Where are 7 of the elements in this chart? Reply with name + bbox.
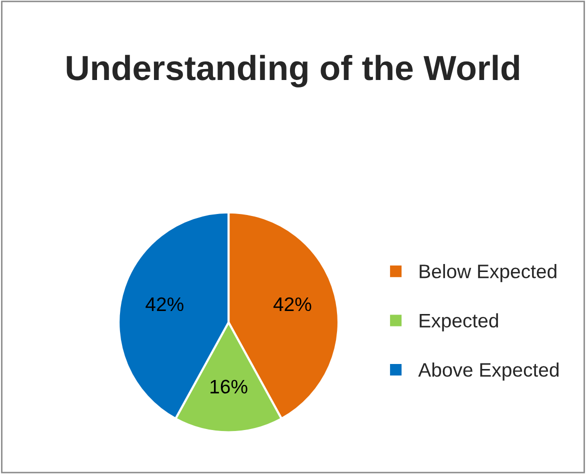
legend-label: Expected [420, 313, 498, 332]
data-label: 16% [210, 380, 248, 394]
legend-label: Below Expected [420, 264, 556, 282]
data-label: 42% [146, 297, 184, 312]
legend-label: Above Expected [418, 362, 559, 381]
chart-title: Understanding of the World [66, 54, 519, 88]
data-label: 42% [273, 297, 312, 312]
